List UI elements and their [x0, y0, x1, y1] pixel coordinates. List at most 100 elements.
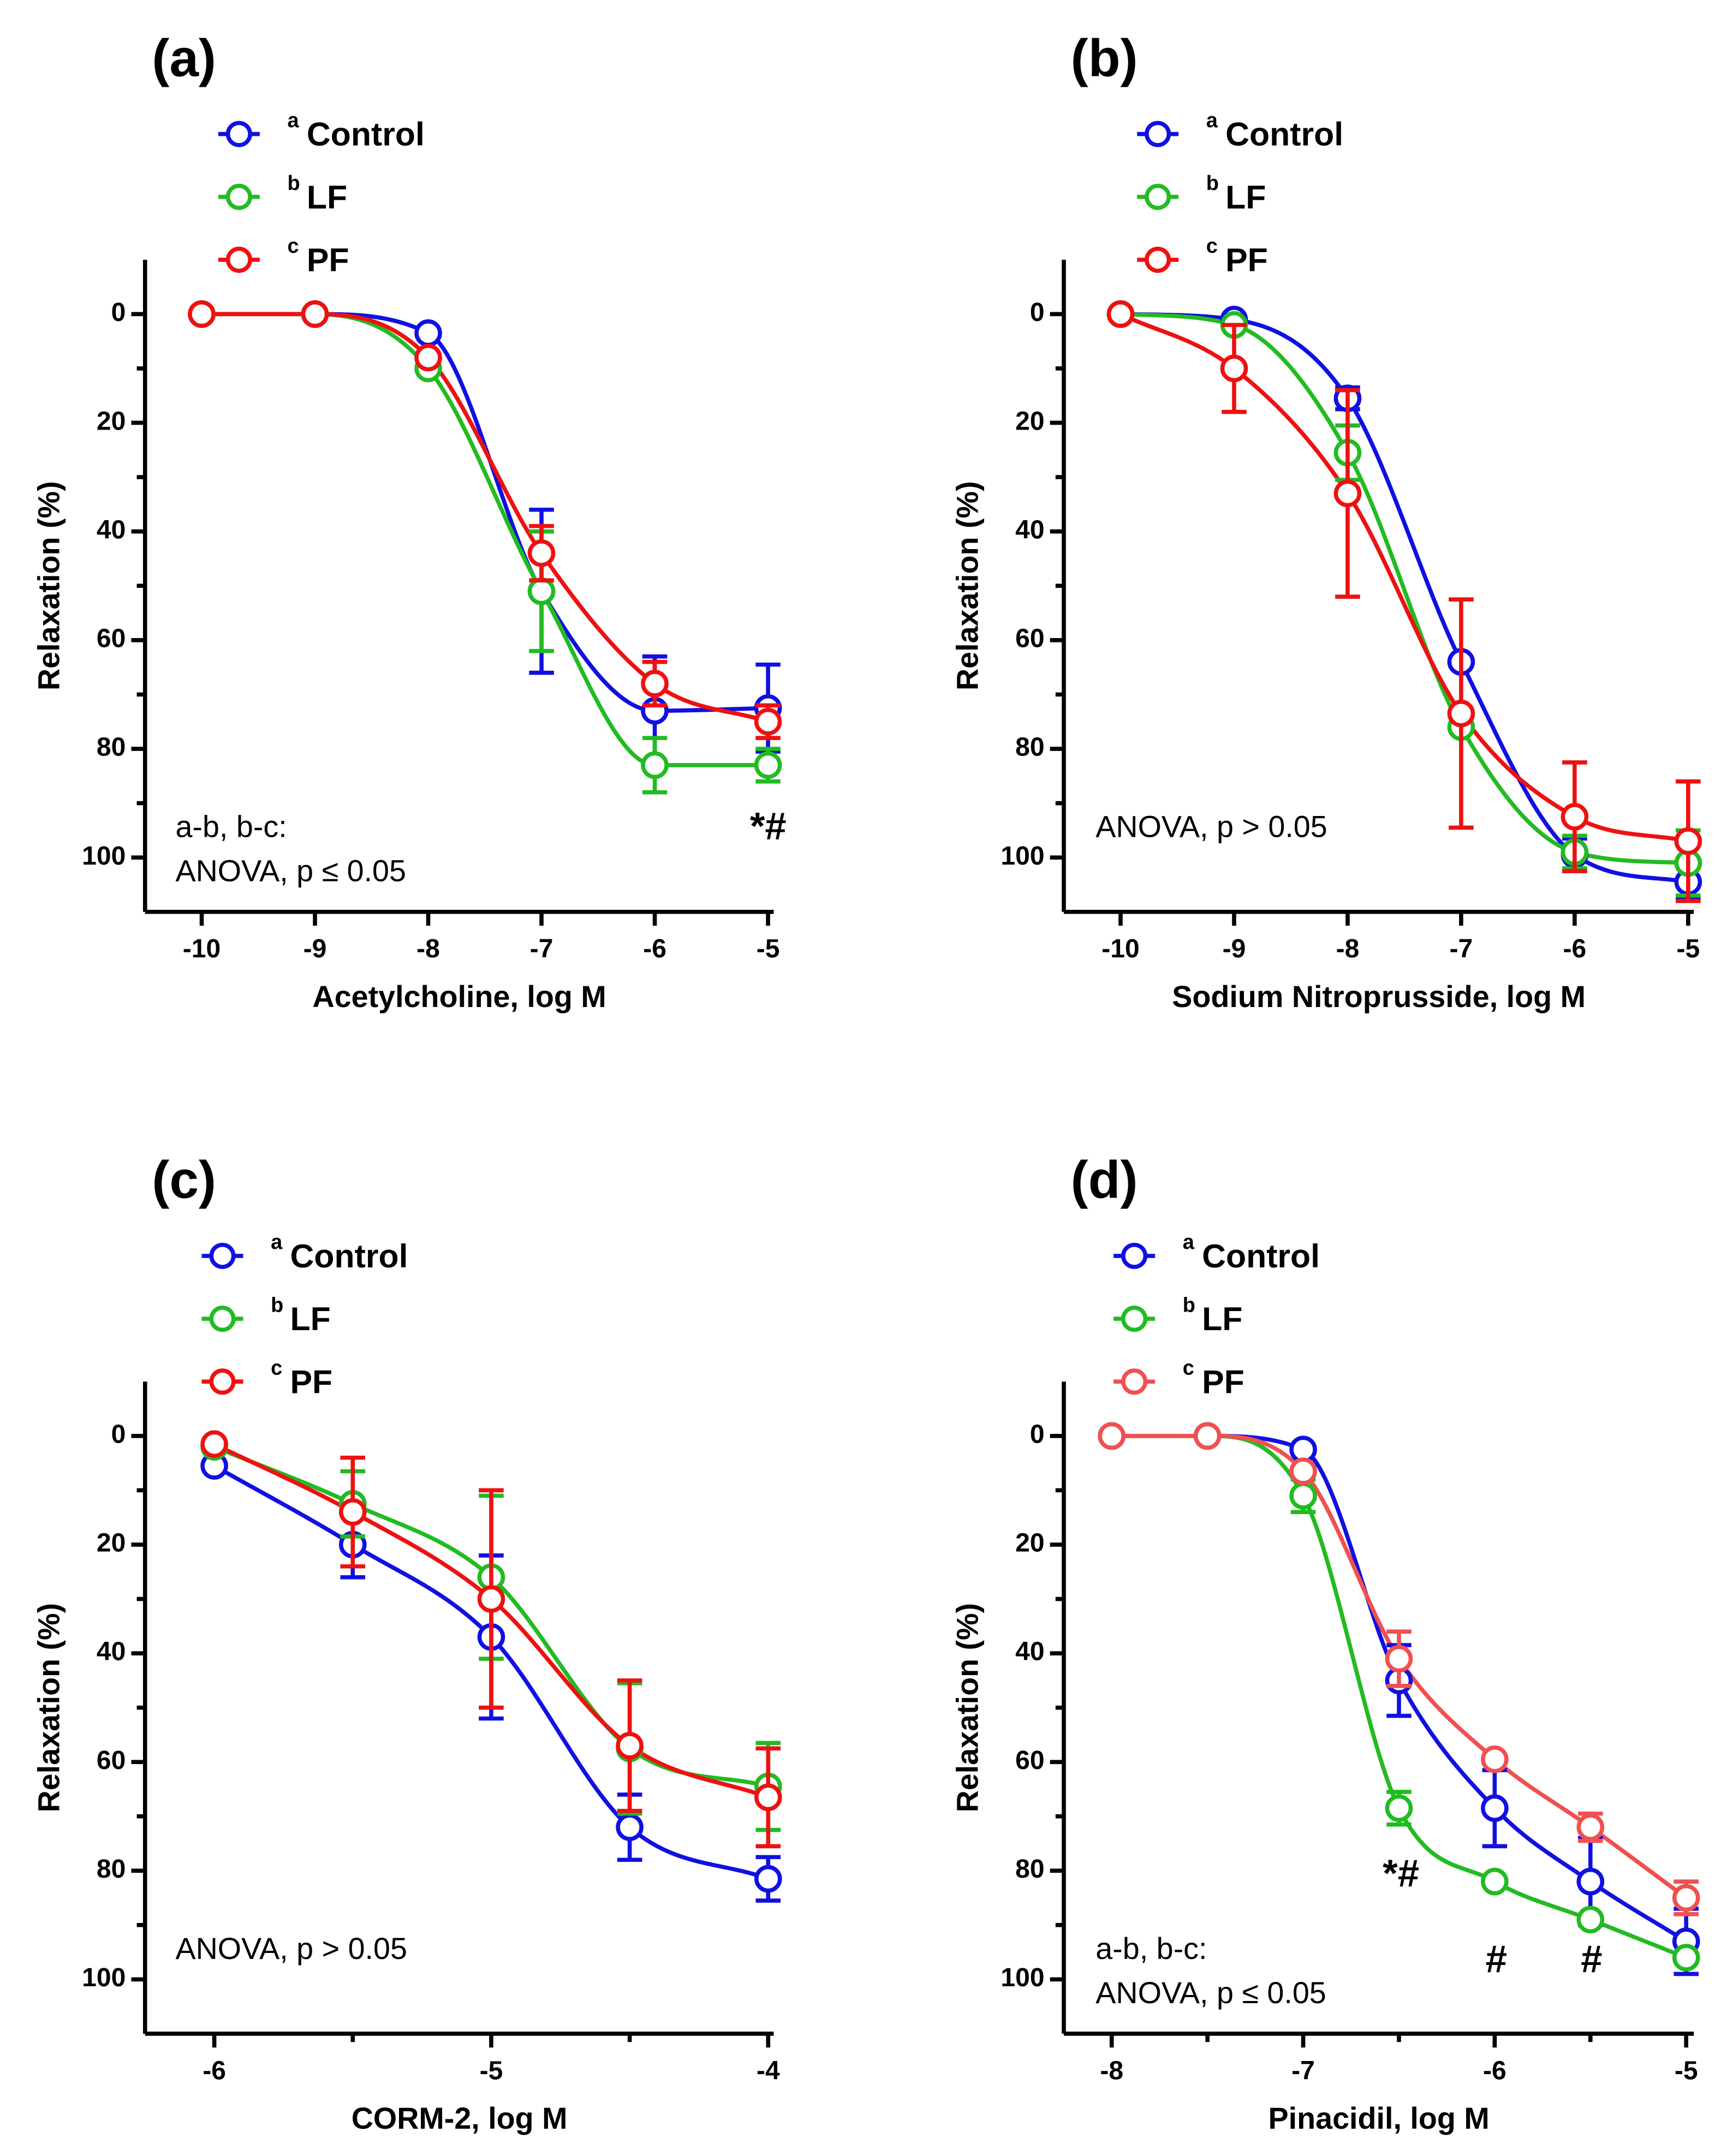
data-point [1447, 699, 1475, 728]
y-tick-label: 60 [1015, 624, 1044, 653]
x-tick-label: -6 [1563, 934, 1587, 963]
x-axis-label: Pinacidil, log M [1269, 2101, 1490, 2135]
data-point [338, 1498, 367, 1526]
panel-label: (d) [1071, 1151, 1138, 1210]
x-tick-label: -7 [1450, 934, 1473, 963]
y-tick-label: 20 [1015, 1528, 1044, 1558]
data-point [641, 751, 669, 779]
data-point [1481, 1867, 1509, 1896]
y-tick-label: 20 [1015, 406, 1044, 436]
y-tick-label: 0 [1030, 297, 1045, 327]
legend-marker [1145, 183, 1171, 210]
legend-marker [1145, 121, 1171, 147]
legend-label: PF [1225, 241, 1268, 278]
legend-marker [209, 1368, 236, 1395]
annotation: ANOVA, p ≤ 0.05 [1095, 1976, 1326, 2010]
legend-label: Control [290, 1237, 408, 1274]
x-tick-label: -5 [1676, 934, 1700, 963]
y-axis-label: Relaxation (%) [32, 1603, 65, 1813]
fit-curve [1119, 312, 1689, 843]
data-point [754, 1783, 782, 1812]
data-point [1576, 1813, 1605, 1841]
legend-label: Control [307, 116, 425, 153]
legend-marker [1121, 1368, 1148, 1395]
y-tick-label: 0 [111, 297, 126, 327]
data-point [754, 751, 782, 779]
legend-marker [1121, 1242, 1148, 1269]
legend-tag: c [271, 1356, 282, 1379]
data-point [414, 343, 442, 372]
data-point [1674, 827, 1702, 855]
legend-tag: c [1206, 235, 1218, 258]
legend-label: PF [1202, 1363, 1244, 1400]
annotation: # [1486, 1938, 1507, 1981]
data-point [616, 1813, 644, 1841]
data-point [1672, 1884, 1700, 1912]
x-tick-label: -6 [203, 2056, 226, 2086]
legend-label: LF [1202, 1300, 1242, 1337]
annotation: a-b, b-c: [175, 809, 287, 843]
data-point [527, 577, 556, 605]
x-tick-label: -10 [183, 934, 221, 963]
annotation: *# [1383, 1852, 1419, 1895]
y-tick-label: 40 [97, 515, 126, 544]
data-point [754, 707, 782, 736]
x-tick-label: -8 [1100, 2056, 1123, 2086]
data-point [1193, 1422, 1222, 1450]
data-point [527, 539, 556, 567]
annotation: ANOVA, p ≤ 0.05 [175, 854, 406, 888]
y-tick-label: 100 [82, 1963, 126, 1992]
y-tick-label: 60 [97, 624, 126, 653]
x-axis-label: Sodium Nitroprusside, log M [1172, 980, 1586, 1014]
data-point [1481, 1745, 1509, 1773]
annotation: ANOVA, p > 0.05 [175, 1932, 407, 1966]
data-point [1385, 1794, 1413, 1823]
legend-tag: a [1206, 109, 1218, 132]
panel: (b) 0 20 40 60 80 100 -10 -9 -8 -7 -6 -5 Sodium Nitro… [951, 29, 1702, 1014]
legend-label: PF [290, 1363, 333, 1400]
legend-tag: c [1183, 1356, 1194, 1379]
data-point [1098, 1422, 1126, 1450]
legend-tag: b [287, 172, 300, 195]
legend-label: LF [307, 178, 347, 216]
x-tick-label: -8 [1336, 934, 1360, 963]
x-tick-label: -6 [1483, 2056, 1506, 2086]
x-tick-label: -4 [757, 2056, 780, 2086]
data-point [200, 1430, 228, 1458]
panel-label: (c) [152, 1151, 216, 1210]
annotation: ANOVA, p > 0.05 [1095, 809, 1327, 843]
y-tick-label: 20 [97, 406, 126, 436]
data-point [1481, 1794, 1509, 1823]
data-point [1106, 300, 1135, 328]
x-tick-label: -5 [1675, 2056, 1698, 2086]
legend-tag: b [271, 1294, 283, 1317]
y-tick-label: 60 [1015, 1746, 1044, 1775]
panel: (c) 0 20 40 60 80 100 -6 -5 -4 CORM-2, log M Relaxa… [32, 1151, 782, 2135]
legend-marker [225, 121, 252, 147]
y-tick-label: 40 [1015, 1637, 1044, 1666]
legend-tag: b [1183, 1294, 1195, 1317]
y-tick-label: 100 [1001, 841, 1044, 871]
panel-label: (b) [1071, 29, 1138, 87]
y-axis-label: Relaxation (%) [951, 481, 985, 690]
y-tick-label: 40 [1015, 515, 1044, 544]
data-point [414, 319, 442, 347]
panel: (d) 0 20 40 60 80 100 -8 -7 -6 -5 Pinacidil, log M R… [951, 1151, 1700, 2135]
y-tick-label: 20 [97, 1528, 126, 1558]
x-tick-label: -7 [530, 934, 553, 963]
x-axis-label: Acetylcholine, log M [313, 980, 606, 1014]
data-point [1289, 1457, 1317, 1485]
annotation: a-b, b-c: [1095, 1932, 1207, 1966]
fit-curve [1120, 312, 1689, 865]
annotation: # [1581, 1938, 1602, 1981]
legend-tag: c [287, 235, 299, 258]
legend-label: LF [290, 1300, 331, 1337]
fit-curve [201, 312, 769, 713]
y-tick-label: 80 [1015, 1854, 1044, 1884]
x-tick-label: -7 [1291, 2056, 1315, 2086]
y-tick-label: 40 [97, 1637, 126, 1666]
data-point [301, 300, 329, 328]
data-point [1576, 1905, 1605, 1934]
